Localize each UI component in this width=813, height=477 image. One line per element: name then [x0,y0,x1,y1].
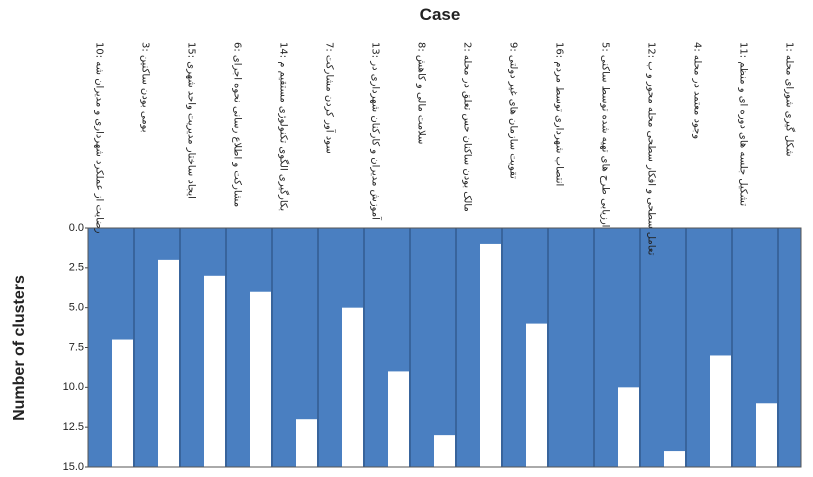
chart-title: Case [420,5,461,24]
y-tick-label: 0.0 [69,222,84,234]
case-label: 11: تشکیل جلسه های دوره ای و منظم [738,42,749,206]
case-label: 12: تعامل سطحی و افکار سطحی محله محور و … [646,42,657,256]
case-label: 10: رضایت از عملکرد شهرداری و مدیران شه [94,42,105,234]
y-tick-label: 15.0 [63,461,84,473]
join-bar [480,243,501,467]
y-tick-label: 12.5 [63,421,84,433]
case-label: 3: بومی بودن ساکنین [140,42,151,133]
join-bar [158,259,179,467]
case-label: 5: ارزیابی طرح های تهیه شده توسط ساکنی [600,42,611,227]
case-label: 7: سود آور کردن مشارکت [324,42,337,154]
join-bar [388,371,409,467]
case-label: 2: مالک بودن ساکنان حس تعلق در محله [462,42,473,212]
case-label: 14: بکارگیری الگوی تکنولوژی مستقیم م [278,42,290,211]
join-bar [112,339,133,467]
join-bar [526,323,547,467]
join-bar [618,387,639,467]
case-label: 8: سلامت مالی و کاهش [416,42,427,144]
case-label: 9: تقویت سازمان های غیر دولتی [508,42,519,179]
join-bar [342,307,363,467]
case-label: 16: انتصاب شهرداری توسط مردم [554,42,565,186]
case-label: 13: آموزش مدیران و کارکنان شهرداری در [370,42,383,221]
case-label: 15: ایجاد ساختار مدیریت واحد شهری [186,42,197,199]
join-bar [756,403,777,467]
join-bar [710,355,731,467]
y-tick-label: 2.5 [69,262,84,274]
y-tick-label: 10.0 [63,381,84,393]
case-label: 1: شکل گیری شورای محله [784,42,796,157]
join-bar [664,451,685,467]
case-label: 6: مشارکت و اطلاع رسانی نحوه اجرای [232,42,243,207]
case-label: 4: وجود معتمد در محله [692,42,703,139]
join-bar [434,435,455,467]
join-bar [204,275,225,467]
plot-frame [87,227,802,468]
y-axis-label: Number of clusters [11,275,28,421]
join-bar [296,419,317,467]
plot-background [88,228,801,467]
y-tick-label: 7.5 [69,341,84,353]
y-tick-label: 5.0 [69,302,84,314]
join-bar [250,291,271,467]
